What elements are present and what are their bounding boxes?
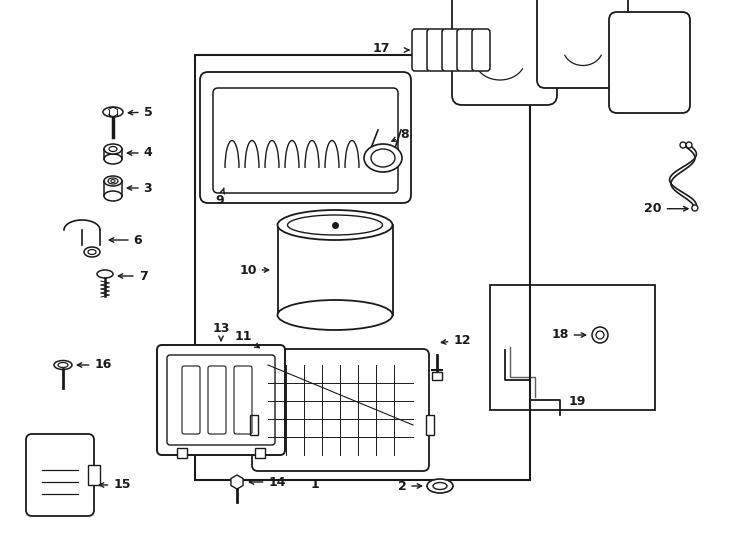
Text: 2: 2: [398, 480, 421, 492]
FancyBboxPatch shape: [609, 12, 690, 113]
Ellipse shape: [277, 300, 393, 330]
Text: 13: 13: [212, 321, 230, 341]
Bar: [250, 415, 258, 435]
Ellipse shape: [364, 144, 402, 172]
Text: 5: 5: [128, 105, 153, 118]
FancyBboxPatch shape: [472, 29, 490, 71]
Text: 9: 9: [216, 188, 225, 206]
FancyBboxPatch shape: [537, 0, 628, 88]
Ellipse shape: [592, 327, 608, 343]
Text: 15: 15: [99, 478, 131, 491]
Ellipse shape: [104, 144, 122, 154]
Text: 11: 11: [234, 330, 259, 348]
Text: 3: 3: [127, 181, 153, 194]
Ellipse shape: [84, 247, 100, 257]
Ellipse shape: [103, 107, 123, 117]
FancyBboxPatch shape: [457, 29, 475, 71]
Polygon shape: [231, 475, 243, 489]
Ellipse shape: [104, 176, 122, 186]
FancyBboxPatch shape: [26, 434, 94, 516]
Text: 4: 4: [127, 146, 153, 159]
Bar: [432, 372, 442, 380]
FancyBboxPatch shape: [200, 72, 411, 203]
Bar: [255, 448, 265, 458]
Text: 18: 18: [551, 328, 586, 341]
Bar: [278, 225, 393, 315]
Bar: [490, 285, 655, 410]
FancyBboxPatch shape: [412, 29, 430, 71]
FancyBboxPatch shape: [157, 345, 285, 455]
Ellipse shape: [104, 191, 122, 201]
Text: 16: 16: [77, 359, 112, 372]
Ellipse shape: [277, 210, 393, 240]
Text: 10: 10: [239, 264, 269, 276]
FancyBboxPatch shape: [442, 29, 460, 71]
Text: 7: 7: [118, 269, 148, 282]
Ellipse shape: [686, 142, 692, 148]
FancyBboxPatch shape: [252, 349, 429, 471]
Ellipse shape: [97, 270, 113, 278]
FancyBboxPatch shape: [452, 0, 557, 105]
Ellipse shape: [680, 142, 686, 148]
Ellipse shape: [54, 361, 72, 369]
Text: 12: 12: [441, 334, 470, 347]
Text: 19: 19: [568, 395, 586, 408]
Text: 14: 14: [250, 476, 286, 489]
Text: 8: 8: [392, 129, 410, 141]
Bar: [88, 465, 100, 485]
Text: 17: 17: [372, 42, 390, 55]
Text: 6: 6: [109, 233, 142, 246]
Text: 20: 20: [644, 202, 688, 215]
Ellipse shape: [427, 479, 453, 493]
FancyBboxPatch shape: [427, 29, 445, 71]
Bar: [177, 448, 187, 458]
Ellipse shape: [692, 205, 698, 211]
Text: 1: 1: [310, 478, 319, 491]
Bar: [426, 415, 434, 435]
Bar: [195, 55, 530, 480]
Ellipse shape: [104, 154, 122, 164]
